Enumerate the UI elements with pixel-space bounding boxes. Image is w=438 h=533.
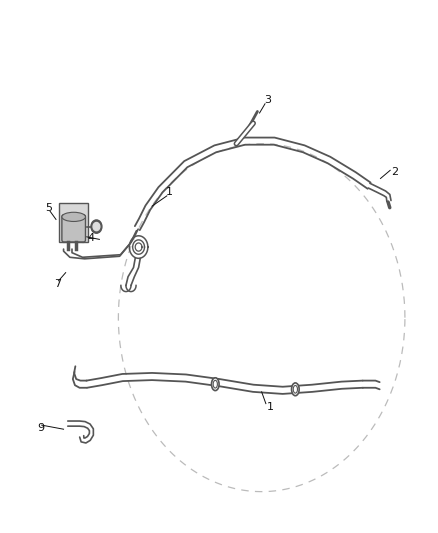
Ellipse shape — [293, 385, 297, 393]
Ellipse shape — [211, 378, 219, 391]
Text: 3: 3 — [264, 95, 271, 105]
Ellipse shape — [62, 212, 85, 222]
Text: 2: 2 — [390, 167, 397, 177]
Text: 5: 5 — [45, 203, 52, 213]
Text: 7: 7 — [53, 279, 61, 289]
Circle shape — [91, 220, 102, 233]
FancyBboxPatch shape — [62, 215, 85, 242]
Ellipse shape — [291, 383, 298, 395]
Text: 1: 1 — [165, 187, 172, 197]
FancyBboxPatch shape — [58, 203, 88, 242]
Text: 4: 4 — [87, 233, 94, 244]
Text: 9: 9 — [37, 423, 44, 433]
Circle shape — [93, 222, 99, 231]
Text: 1: 1 — [266, 402, 273, 412]
Ellipse shape — [213, 381, 217, 388]
